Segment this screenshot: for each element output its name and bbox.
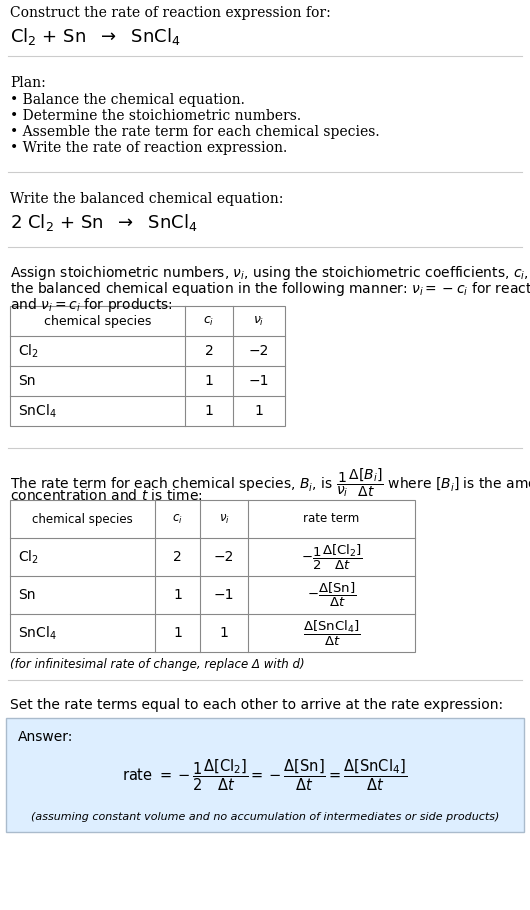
Text: and $\nu_i = c_i$ for products:: and $\nu_i = c_i$ for products: (10, 296, 173, 314)
Text: −1: −1 (214, 588, 234, 602)
Text: rate term: rate term (303, 512, 360, 525)
Text: Sn: Sn (18, 588, 36, 602)
Text: (assuming constant volume and no accumulation of intermediates or side products): (assuming constant volume and no accumul… (31, 812, 499, 822)
Text: −1: −1 (249, 374, 269, 388)
Text: rate $= -\dfrac{1}{2}\dfrac{\Delta[\mathrm{Cl_2}]}{\Delta t} = -\dfrac{\Delta[\m: rate $= -\dfrac{1}{2}\dfrac{\Delta[\math… (122, 757, 408, 793)
Text: chemical species: chemical species (44, 315, 151, 328)
Text: $\mathrm{Cl_2}$ + Sn  $\rightarrow$  $\mathrm{SnCl_4}$: $\mathrm{Cl_2}$ + Sn $\rightarrow$ $\mat… (10, 26, 180, 47)
Text: the balanced chemical equation in the following manner: $\nu_i = -c_i$ for react: the balanced chemical equation in the fo… (10, 280, 530, 298)
Text: The rate term for each chemical species, $B_i$, is $\dfrac{1}{\nu_i}\dfrac{\Delt: The rate term for each chemical species,… (10, 466, 530, 499)
Text: $\mathrm{SnCl_4}$: $\mathrm{SnCl_4}$ (18, 402, 57, 420)
Text: 1: 1 (254, 404, 263, 418)
Text: $\dfrac{\Delta[\mathrm{SnCl_4}]}{\Delta t}$: $\dfrac{\Delta[\mathrm{SnCl_4}]}{\Delta … (303, 619, 360, 648)
Text: $-\dfrac{1}{2}\dfrac{\Delta[\mathrm{Cl_2}]}{\Delta t}$: $-\dfrac{1}{2}\dfrac{\Delta[\mathrm{Cl_2… (301, 542, 363, 571)
Text: −2: −2 (249, 344, 269, 358)
Text: • Write the rate of reaction expression.: • Write the rate of reaction expression. (10, 141, 287, 155)
Text: $c_i$: $c_i$ (204, 315, 215, 328)
Text: 1: 1 (205, 404, 214, 418)
FancyBboxPatch shape (6, 718, 524, 832)
Bar (10, 500, 415, 652)
Text: 2: 2 (173, 550, 182, 564)
Text: Set the rate terms equal to each other to arrive at the rate expression:: Set the rate terms equal to each other t… (10, 698, 503, 712)
Bar (10, 306, 285, 426)
Text: Sn: Sn (18, 374, 36, 388)
Text: $\mathrm{Cl_2}$: $\mathrm{Cl_2}$ (18, 549, 39, 566)
Text: 1: 1 (173, 588, 182, 602)
Text: (for infinitesimal rate of change, replace Δ with d): (for infinitesimal rate of change, repla… (10, 658, 305, 671)
Text: concentration and $t$ is time:: concentration and $t$ is time: (10, 488, 202, 503)
Text: Plan:: Plan: (10, 76, 46, 90)
Text: $-\dfrac{\Delta[\mathrm{Sn}]}{\Delta t}$: $-\dfrac{\Delta[\mathrm{Sn}]}{\Delta t}$ (307, 581, 356, 609)
Text: chemical species: chemical species (32, 512, 133, 525)
Text: Write the balanced chemical equation:: Write the balanced chemical equation: (10, 192, 284, 206)
Text: −2: −2 (214, 550, 234, 564)
Text: 2: 2 (205, 344, 214, 358)
Text: $c_i$: $c_i$ (172, 512, 183, 526)
Text: Construct the rate of reaction expression for:: Construct the rate of reaction expressio… (10, 6, 331, 20)
Text: • Determine the stoichiometric numbers.: • Determine the stoichiometric numbers. (10, 109, 301, 123)
Text: 1: 1 (173, 626, 182, 640)
Text: $\nu_i$: $\nu_i$ (253, 315, 264, 328)
Text: Assign stoichiometric numbers, $\nu_i$, using the stoichiometric coefficients, $: Assign stoichiometric numbers, $\nu_i$, … (10, 264, 530, 282)
Text: 1: 1 (219, 626, 228, 640)
Text: $\nu_i$: $\nu_i$ (218, 512, 229, 526)
Text: $\mathrm{Cl_2}$: $\mathrm{Cl_2}$ (18, 342, 39, 359)
Text: $2\ \mathrm{Cl_2}$ + Sn  $\rightarrow$  $\mathrm{SnCl_4}$: $2\ \mathrm{Cl_2}$ + Sn $\rightarrow$ $\… (10, 212, 198, 233)
Text: Answer:: Answer: (18, 730, 73, 744)
Text: $\mathrm{SnCl_4}$: $\mathrm{SnCl_4}$ (18, 624, 57, 642)
Text: • Assemble the rate term for each chemical species.: • Assemble the rate term for each chemic… (10, 125, 379, 139)
Text: • Balance the chemical equation.: • Balance the chemical equation. (10, 93, 245, 107)
Text: 1: 1 (205, 374, 214, 388)
